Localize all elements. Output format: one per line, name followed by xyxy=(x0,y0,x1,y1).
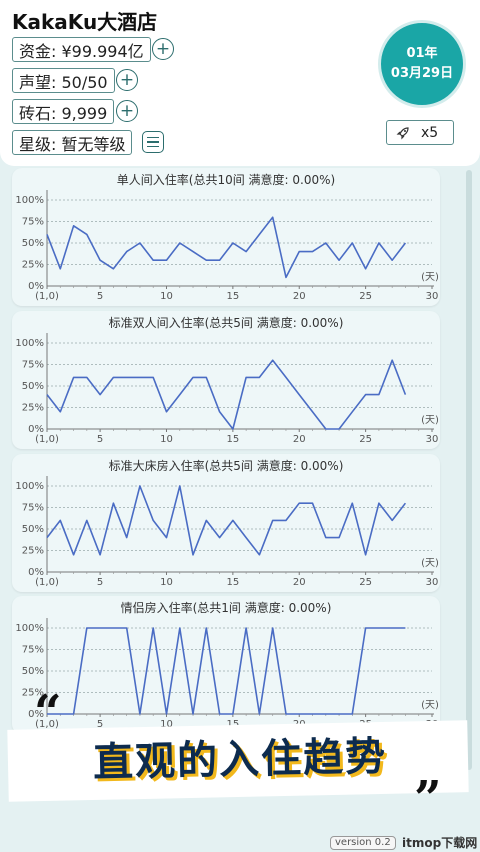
couple-room-chart: 情侣房入住率(总共1间 满意度: 0.00%) 100% 75% 50% 25% 0%(1… xyxy=(15,600,439,730)
funds-label: 资金: ¥99.994亿 xyxy=(19,41,144,61)
series-line xyxy=(46,359,407,430)
x-tick-label: 15 xyxy=(226,434,239,445)
x-tick-label: 10 xyxy=(160,719,173,730)
y-tick-label: 75% xyxy=(22,217,44,228)
double-room-chart: 标准双人间入住率(总共5间 满意度: 0.00%) 100% 75% 50% 25% 0%… xyxy=(15,315,439,445)
series-line xyxy=(46,485,407,556)
x-tick-label: 20 xyxy=(293,434,306,445)
scrollbar[interactable] xyxy=(466,170,472,770)
x-tick-label: 10 xyxy=(160,434,173,445)
y-tick-label: 100% xyxy=(15,195,44,206)
x-tick-label: 30 xyxy=(426,434,439,445)
y-tick-label: 100% xyxy=(15,623,44,634)
x-tick-label: 20 xyxy=(293,577,306,588)
quote-close: ” xyxy=(414,771,442,827)
plus-circle-icon[interactable]: + xyxy=(116,69,138,91)
promo-banner: “ 直观的入住趋势 ” xyxy=(0,685,480,827)
series-line xyxy=(46,216,407,279)
rating-display: 星级: 暂无等级 xyxy=(12,130,133,155)
chart-title: 标准双人间入住率(总共5间 满意度: 0.00%) xyxy=(109,315,344,330)
x-tick-label: (1,0) xyxy=(35,719,59,730)
x-tick-label: (1,0) xyxy=(35,434,59,445)
x-tick-label: 30 xyxy=(426,577,439,588)
x-tick-label: 5 xyxy=(97,434,103,445)
x-tick-label: 10 xyxy=(160,291,173,302)
chart-double-room: 标准双人间入住率(总共5间 满意度: 0.00%) 100% 75% 50% 25% 0%… xyxy=(12,311,440,449)
x-unit-label: (天) xyxy=(421,700,439,711)
chart-couple-room: 情侣房入住率(总共1间 满意度: 0.00%) 100% 75% 50% 25% 0% (1… xyxy=(12,596,440,734)
plus-circle-icon[interactable]: + xyxy=(152,38,174,60)
banner-text: 直观的入住趋势 xyxy=(92,733,388,787)
x-tick-label: 15 xyxy=(226,577,239,588)
date-month: 01年 xyxy=(406,46,438,61)
x-tick-label: 30 xyxy=(426,291,439,302)
rating-label: 星级: 暂无等级 xyxy=(19,134,126,154)
list-icon[interactable] xyxy=(142,131,164,153)
funds-display: 资金: ¥99.994亿 xyxy=(12,37,151,62)
chart-title: 情侣房入住率(总共1间 满意度: 0.00%) xyxy=(121,600,332,615)
y-tick-label: 50% xyxy=(22,666,44,677)
y-tick-label: 25% xyxy=(22,403,44,414)
x-tick-label: 5 xyxy=(97,719,103,730)
hotel-header: KakaKu大酒店 资金: ¥99.994亿 + 声望: 50/50 + 砖石:… xyxy=(0,0,480,166)
x-unit-label: (天) xyxy=(421,272,439,283)
x-unit-label: (天) xyxy=(421,415,439,426)
y-tick-label: 25% xyxy=(22,688,44,699)
y-tick-label: 50% xyxy=(22,524,44,535)
chart-title: 单人间入住率(总共10间 满意度: 0.00%) xyxy=(117,172,335,187)
reputation-display: 声望: 50/50 xyxy=(12,68,115,93)
y-tick-label: 0% xyxy=(28,281,44,292)
gems-display: 砖石: 9,999 xyxy=(12,99,115,124)
x-tick-label: 25 xyxy=(359,434,372,445)
x-tick-label: 5 xyxy=(97,577,103,588)
speed-label: x5 xyxy=(421,124,439,141)
y-tick-label: 100% xyxy=(15,481,44,492)
series-line xyxy=(47,627,406,715)
y-tick-label: 25% xyxy=(22,260,44,271)
x-tick-label: 5 xyxy=(97,291,103,302)
y-tick-label: 75% xyxy=(22,645,44,656)
reputation-label: 声望: 50/50 xyxy=(19,72,108,92)
y-tick-label: 25% xyxy=(22,546,44,557)
y-tick-label: 75% xyxy=(22,503,44,514)
rocket-icon xyxy=(396,126,409,139)
y-tick-label: 50% xyxy=(22,381,44,392)
x-tick-label: 20 xyxy=(293,291,306,302)
date-display: 01年 03月29日 xyxy=(378,20,466,108)
x-tick-label: 15 xyxy=(226,291,239,302)
y-tick-label: 100% xyxy=(15,338,44,349)
speed-button[interactable]: x5 xyxy=(386,120,454,145)
x-unit-label: (天) xyxy=(421,558,439,569)
plus-circle-icon[interactable]: + xyxy=(116,100,138,122)
chart-queen-room: 标准大床房入住率(总共5间 满意度: 0.00%) 100% 75% 50% 25% 0%… xyxy=(12,454,440,592)
chart-title: 标准大床房入住率(总共5间 满意度: 0.00%) xyxy=(109,458,344,473)
date-day: 03月29日 xyxy=(390,66,454,81)
y-tick-label: 0% xyxy=(28,567,44,578)
y-tick-label: 75% xyxy=(22,360,44,371)
x-tick-label: 25 xyxy=(359,291,372,302)
x-tick-label: (1,0) xyxy=(35,577,59,588)
queen-room-chart: 标准大床房入住率(总共5间 满意度: 0.00%) 100% 75% 50% 25% 0%… xyxy=(15,458,439,588)
x-tick-label: (1,0) xyxy=(35,291,59,302)
watermark: itmop下载网 xyxy=(402,836,478,850)
quote-open: “ xyxy=(34,685,62,741)
y-tick-label: 0% xyxy=(28,424,44,435)
x-tick-label: 25 xyxy=(359,577,372,588)
single-room-chart: 单人间入住率(总共10间 满意度: 0.00%)100%75%50%25%0%(… xyxy=(15,172,439,302)
gems-label: 砖石: 9,999 xyxy=(19,103,108,123)
hotel-name: KakaKu大酒店 xyxy=(12,10,158,34)
y-tick-label: 50% xyxy=(22,238,44,249)
y-tick-label: 0% xyxy=(28,709,44,720)
version-label: version 0.2 xyxy=(330,836,396,850)
x-tick-label: 10 xyxy=(160,577,173,588)
chart-single-room: 单人间入住率(总共10间 满意度: 0.00%) 100% 75% 50% 25% 0%(… xyxy=(12,168,440,306)
